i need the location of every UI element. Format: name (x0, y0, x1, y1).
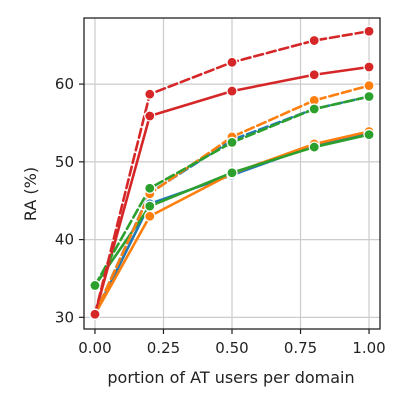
data-point (226, 167, 238, 179)
y-tick-label: 30 (55, 308, 74, 326)
data-point (363, 25, 375, 37)
y-tick-label: 60 (55, 75, 74, 93)
data-point (308, 69, 320, 81)
data-point (144, 110, 156, 122)
data-point (144, 88, 156, 100)
data-point (226, 56, 238, 68)
data-point (226, 85, 238, 97)
x-tick-label: 0.25 (147, 339, 180, 357)
x-tick-label: 0.75 (284, 339, 317, 357)
x-axis-label: portion of AT users per domain (107, 368, 354, 387)
tick-layer: 0.00 0.25 0.50 0.75 1.00 30 40 50 60 (55, 75, 386, 357)
series-line-7 (93, 95, 371, 287)
data-point (144, 182, 156, 194)
y-tick-label: 40 (55, 231, 74, 249)
data-point (89, 279, 101, 292)
x-tick-label: 0.00 (78, 339, 111, 357)
data-point (89, 308, 101, 320)
data-point (308, 141, 320, 153)
series-layer (89, 25, 375, 320)
y-axis-label: RA (%) (21, 167, 40, 221)
data-point (363, 80, 375, 92)
data-point (363, 61, 375, 73)
data-point (144, 200, 156, 212)
series-line-6 (93, 84, 371, 316)
data-point (308, 34, 320, 47)
data-point (226, 136, 238, 148)
data-point (363, 90, 375, 103)
data-point (144, 210, 156, 222)
x-tick-label: 1.00 (352, 339, 385, 357)
data-point (308, 103, 320, 115)
data-point (363, 129, 375, 141)
y-tick-label: 50 (55, 153, 74, 171)
x-tick-label: 0.50 (215, 339, 248, 357)
